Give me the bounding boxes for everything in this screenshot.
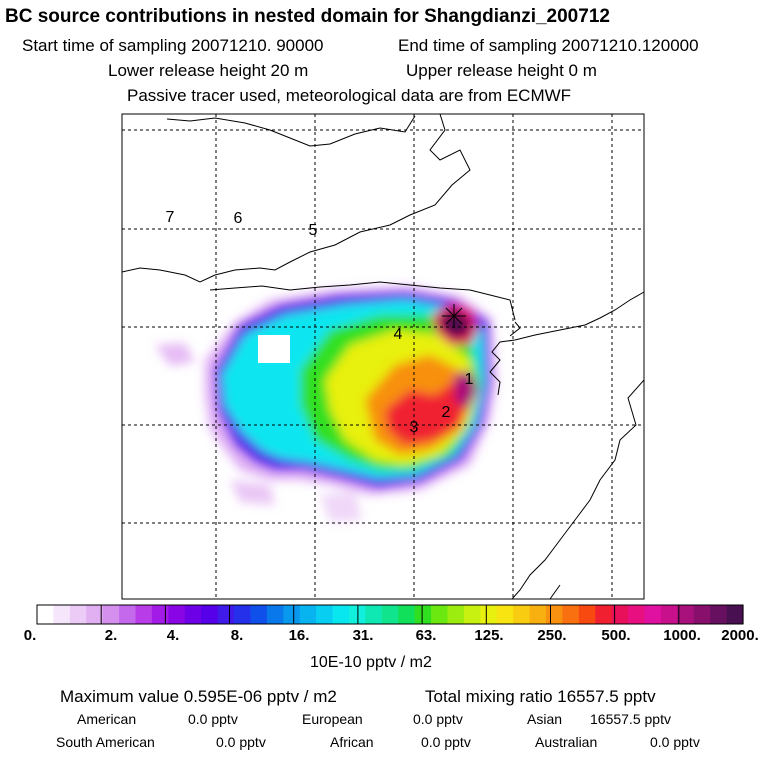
- colorbar-cell: [234, 605, 252, 624]
- colorbar-cell: [595, 605, 613, 624]
- plume-layer: [155, 286, 497, 522]
- colorbar-cell: [529, 605, 547, 624]
- colorbar-tick: 125.: [474, 627, 504, 644]
- lower-release-height: Lower release height 20 m: [108, 61, 309, 80]
- region-label-5: 5: [308, 222, 318, 239]
- grid: [122, 114, 644, 599]
- colorbar-cell: [693, 605, 711, 624]
- colorbar-tick: 8.: [230, 627, 244, 644]
- region-label-3: 3: [409, 419, 419, 436]
- colorbar-cell: [480, 605, 498, 624]
- region-label-6: 6: [233, 210, 243, 227]
- colorbar-cell: [332, 605, 350, 624]
- colorbar-cell: [184, 605, 202, 624]
- colorbar-cell: [660, 605, 678, 624]
- colorbar-cell: [496, 605, 514, 624]
- colorbar-cell: [710, 605, 728, 624]
- australian-label: Australian: [535, 734, 598, 750]
- colorbar-cell: [644, 605, 662, 624]
- region-label-7: 7: [165, 209, 175, 226]
- sampling-end: End time of sampling 20071210.120000: [398, 36, 699, 55]
- colorbar-cell: [562, 605, 580, 624]
- south-american-value: 0.0 pptv: [216, 734, 266, 750]
- map-frame: [121, 113, 645, 600]
- african-label: African: [330, 734, 374, 750]
- asian-value: 16557.5 pptv: [590, 711, 671, 727]
- colorbar-cell: [447, 605, 465, 624]
- colorbar-tick: 31.: [352, 627, 374, 644]
- sampling-start: Start time of sampling 20071210. 90000: [22, 36, 324, 55]
- colorbar-cell: [365, 605, 383, 624]
- colorbar-frame: [36, 604, 744, 625]
- colorbar-tick: 500.: [601, 627, 631, 644]
- colorbar-cell: [398, 605, 416, 624]
- upper-release-height: Upper release height 0 m: [406, 61, 597, 80]
- colorbar-cell: [86, 605, 104, 624]
- colorbar-tick: 2.: [104, 627, 118, 644]
- region-label-4: 4: [393, 326, 403, 343]
- colorbar-cell: [151, 605, 169, 624]
- colorbar-tick: 63.: [415, 627, 437, 644]
- colorbar-cell: [266, 605, 284, 624]
- colorbar-tick: 1000.: [663, 627, 701, 644]
- colorbar-cell: [135, 605, 153, 624]
- colorbar-cell: [37, 605, 55, 624]
- colorbar-cell: [316, 605, 334, 624]
- european-value: 0.0 pptv: [413, 711, 463, 727]
- colorbar-cell: [545, 605, 563, 624]
- asian-label: Asian: [527, 711, 563, 727]
- colorbar-cell: [217, 605, 235, 624]
- colorbar-cell: [201, 605, 219, 624]
- south-american-label: South American: [56, 734, 155, 750]
- colorbar-cell: [513, 605, 531, 624]
- tracer-note: Passive tracer used, meteorological data…: [127, 86, 572, 105]
- region-label-2: 2: [441, 404, 451, 421]
- american-label: American: [77, 711, 137, 727]
- colorbar-cell: [414, 605, 432, 624]
- colorbar-cell: [69, 605, 87, 624]
- borders: [121, 113, 645, 600]
- colorbar-cell: [463, 605, 481, 624]
- colorbar-cell: [726, 605, 744, 624]
- colorbar-tick: 4.: [166, 627, 180, 644]
- australian-value: 0.0 pptv: [650, 734, 700, 750]
- colorbar-cell: [431, 605, 449, 624]
- map-title: BC source contributions in nested domain…: [5, 6, 610, 27]
- colorbar-tick: 250.: [537, 627, 567, 644]
- colorbar-tick: 0.: [23, 627, 37, 644]
- colorbar-cell: [250, 605, 268, 624]
- colorbar-cell: [381, 605, 399, 624]
- colorbar-cell: [299, 605, 317, 624]
- african-value: 0.0 pptv: [421, 734, 471, 750]
- station-marker: [442, 304, 466, 328]
- american-value: 0.0 pptv: [188, 711, 238, 727]
- colorbar-unit: 10E-10 pptv / m2: [310, 654, 432, 671]
- colorbar-cell: [283, 605, 301, 624]
- colorbar-cell: [53, 605, 71, 624]
- colorbar-tick: 16.: [288, 627, 310, 644]
- region-label-1: 1: [464, 371, 474, 388]
- colorbar-cell: [578, 605, 596, 624]
- colorbar-cell: [611, 605, 629, 624]
- colorbar-tick: 2000.: [721, 627, 759, 644]
- colorbar-cell: [102, 605, 120, 624]
- colorbar-cell: [119, 605, 137, 624]
- colorbar-cell: [168, 605, 186, 624]
- maximum-value: Maximum value 0.595E-06 pptv / m2: [60, 687, 337, 706]
- total-mixing-ratio: Total mixing ratio 16557.5 pptv: [425, 687, 656, 706]
- colorbar-cell: [677, 605, 695, 624]
- european-label: European: [302, 711, 363, 727]
- colorbar-cell: [628, 605, 646, 624]
